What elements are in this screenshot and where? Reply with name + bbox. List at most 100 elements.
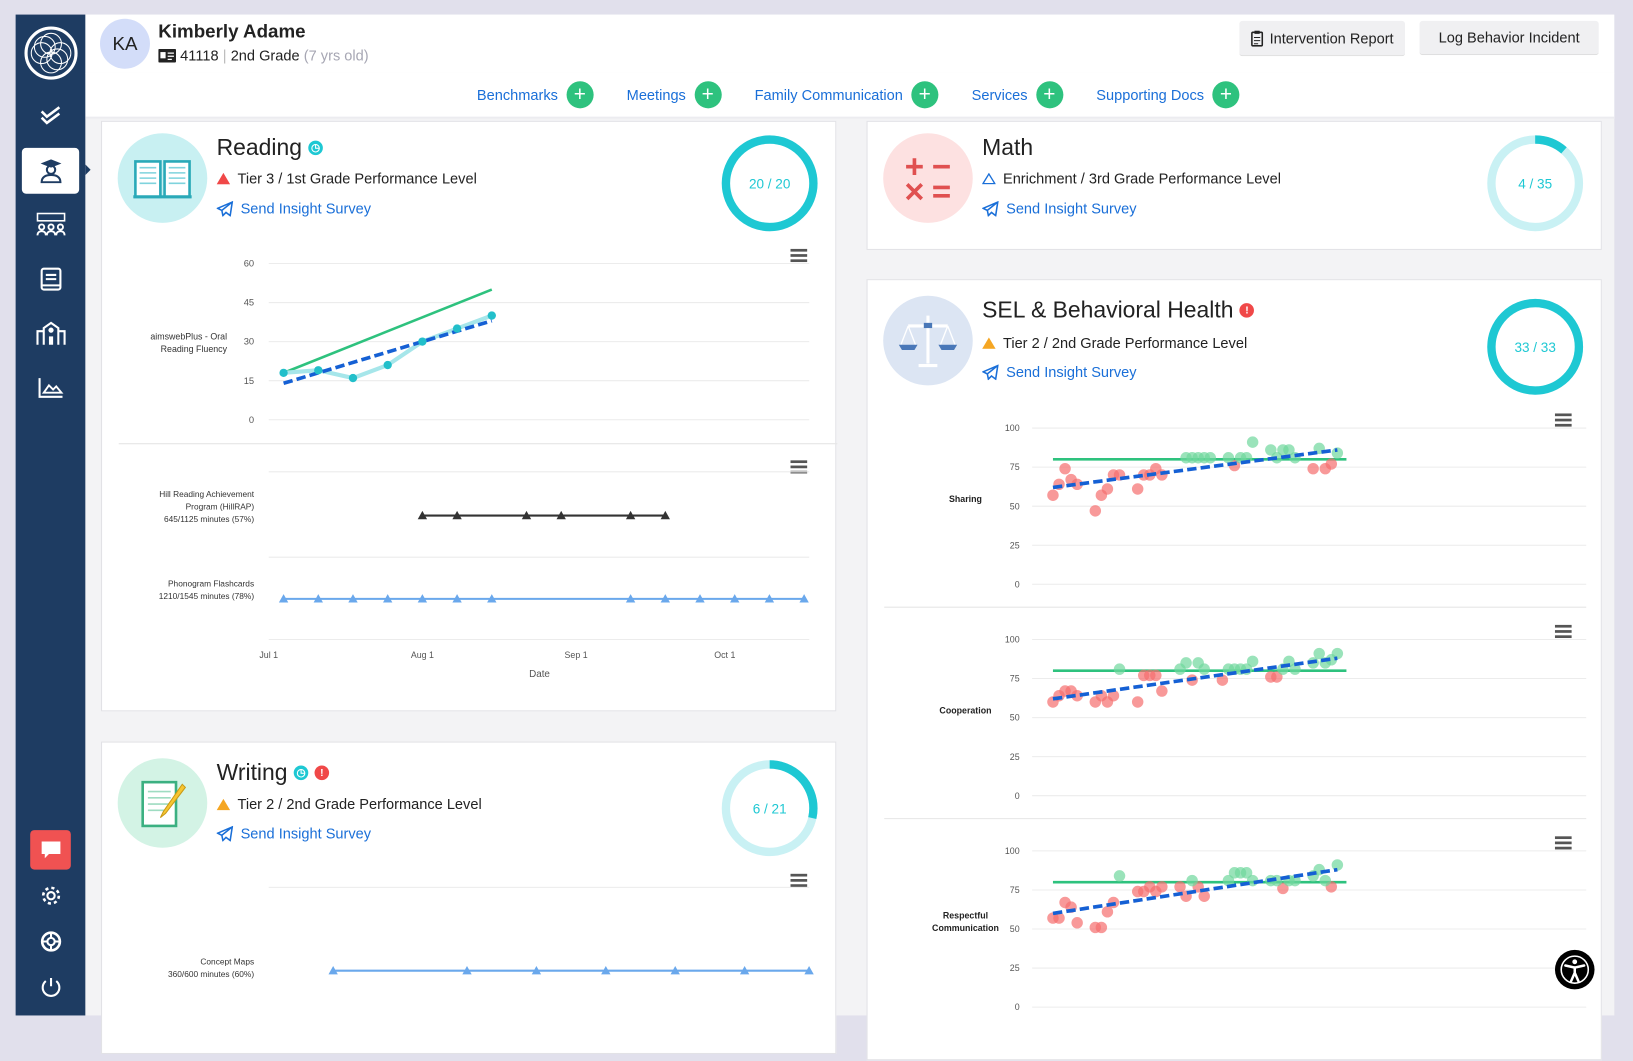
y-tick-label: 50 — [1010, 713, 1020, 723]
y-tick-label: 50 — [1010, 924, 1020, 934]
data-point-below-goal — [1089, 505, 1102, 517]
y-axis-label: aimswebPlus - Oral Reading Fluency — [150, 332, 227, 354]
data-point-below-goal — [1071, 689, 1083, 702]
session-marker — [670, 965, 680, 975]
session-marker — [383, 594, 393, 603]
send-insight-survey-link[interactable]: Send Insight Survey — [982, 200, 1137, 217]
session-marker — [462, 965, 472, 975]
data-point-above-goal — [1113, 663, 1126, 675]
progress-label: 4 / 35 — [1518, 175, 1553, 192]
alert-icon: ! — [1239, 303, 1255, 318]
data-point-below-goal — [1174, 881, 1186, 893]
reading-charts: 0 15 30 45 60 aimswebPlus - Oral Reading Fluen… — [118, 248, 838, 680]
plus-icon[interactable]: + — [911, 81, 939, 109]
data-point-above-goal — [1331, 647, 1344, 660]
y-tick-label: 60 — [244, 259, 254, 269]
send-insight-survey-link[interactable]: Send Insight Survey — [216, 825, 371, 842]
math-title: Math — [982, 134, 1034, 161]
tab-services[interactable]: Services + — [971, 81, 1063, 109]
session-marker — [487, 594, 497, 603]
level-text: Tier 3 / 1st Grade Performance Level — [237, 169, 477, 187]
score-point — [279, 368, 288, 378]
send-insight-survey-link[interactable]: Send Insight Survey — [982, 363, 1137, 380]
score-point — [348, 373, 358, 383]
y-axis-label-line: Cooperation — [939, 705, 991, 715]
plus-icon[interactable]: + — [694, 81, 722, 109]
plus-icon[interactable]: + — [566, 81, 594, 109]
tab-family-communication[interactable]: Family Communication + — [754, 81, 939, 109]
chart-menu-icon[interactable] — [1554, 413, 1572, 427]
data-point-above-goal — [1246, 655, 1259, 668]
score-point — [487, 311, 496, 320]
card-title: Reading ◷ — [217, 134, 323, 161]
chart-menu-icon[interactable] — [1554, 836, 1572, 850]
plus-icon[interactable]: + — [1212, 81, 1240, 109]
accessibility-button[interactable] — [1554, 949, 1595, 990]
data-point-below-goal — [1156, 685, 1168, 697]
y-axis-label-line: Communication — [932, 923, 999, 933]
support-icon[interactable] — [22, 919, 79, 965]
chart-icon[interactable] — [22, 365, 79, 411]
level-text: Enrichment / 3rd Grade Performance Level — [1002, 169, 1281, 187]
data-point-above-goal — [1289, 874, 1301, 887]
y-axis-label: Cooperation — [939, 705, 991, 715]
chart-menu-icon[interactable] — [1554, 624, 1572, 639]
x-tick-label: Jul 1 — [259, 650, 278, 660]
y-axis-label: Respectful Communication — [932, 911, 999, 933]
id-card-icon — [158, 48, 177, 62]
data-point-below-goal — [1198, 890, 1210, 902]
paper-plane-icon — [982, 364, 999, 380]
tab-supporting-docs[interactable]: Supporting Docs + — [1096, 81, 1240, 109]
y-tick-label: 30 — [244, 337, 254, 347]
chart-menu-icon[interactable] — [790, 873, 808, 887]
data-point-below-goal — [1131, 696, 1144, 708]
data-point-above-goal — [1113, 870, 1126, 882]
tab-benchmarks[interactable]: Benchmarks + — [477, 81, 594, 109]
y-axis-label-line: Sharing — [949, 494, 982, 504]
chat-icon[interactable] — [30, 830, 71, 870]
intervention-report-button[interactable]: Intervention Report — [1239, 20, 1406, 57]
student-icon[interactable] — [21, 147, 80, 194]
menu-bar — [790, 884, 808, 887]
gear-icon[interactable] — [22, 873, 79, 919]
school-icon[interactable] — [22, 310, 79, 356]
log-behavior-incident-button[interactable]: Log Behavior Incident — [1419, 20, 1599, 56]
paper-plane-icon — [216, 825, 234, 842]
tab-meetings[interactable]: Meetings + — [627, 81, 722, 109]
sel-card: SEL & Behavioral Health! Tier 2 / 2nd Gr… — [866, 279, 1602, 1061]
power-icon[interactable] — [22, 964, 79, 1010]
scales-icon — [883, 295, 973, 386]
performance-level: Tier 2 / 2nd Grade Performance Level — [216, 796, 482, 812]
performance-level: Tier 2 / 2nd Grade Performance Level — [982, 334, 1247, 351]
y-tick-label: 0 — [1015, 579, 1020, 589]
x-tick-label: Aug 1 — [411, 650, 434, 660]
book-icon[interactable] — [22, 256, 79, 302]
data-point-below-goal — [1131, 483, 1144, 495]
clock-icon: ◷ — [308, 140, 323, 156]
session-marker — [764, 594, 775, 603]
session-marker — [348, 594, 358, 603]
tab-label: Family Communication — [754, 86, 903, 104]
tab-label: Services — [971, 86, 1028, 104]
checklist-icon[interactable] — [22, 93, 79, 139]
menu-bar — [790, 254, 808, 257]
chart-menu-icon[interactable] — [790, 248, 808, 263]
session-marker — [328, 965, 338, 975]
y-tick-label: 50 — [1010, 501, 1020, 511]
session-marker — [625, 594, 636, 603]
plus-icon[interactable]: + — [1035, 81, 1063, 109]
data-point-above-goal — [1246, 436, 1259, 448]
writing-card: Writing ◷! Tier 2 / 2nd Grade Performance… — [101, 741, 837, 1054]
sel-charts: 0 25 50 75 100 Sharing 0 25 50 75 100 Cooperation 0 2… — [884, 413, 1587, 1012]
classroom-icon[interactable] — [22, 202, 79, 248]
data-point-below-goal — [1325, 458, 1338, 470]
card-title: SEL & Behavioral Health! — [982, 297, 1255, 324]
data-point-above-goal — [1289, 663, 1301, 675]
menu-bar — [790, 879, 808, 882]
send-insight-survey-link[interactable]: Send Insight Survey — [216, 200, 371, 217]
logo-icon[interactable] — [22, 23, 79, 83]
session-marker — [739, 965, 750, 975]
menu-bar — [1554, 846, 1572, 850]
data-point-above-goal — [1240, 867, 1253, 879]
session-marker — [625, 510, 636, 520]
